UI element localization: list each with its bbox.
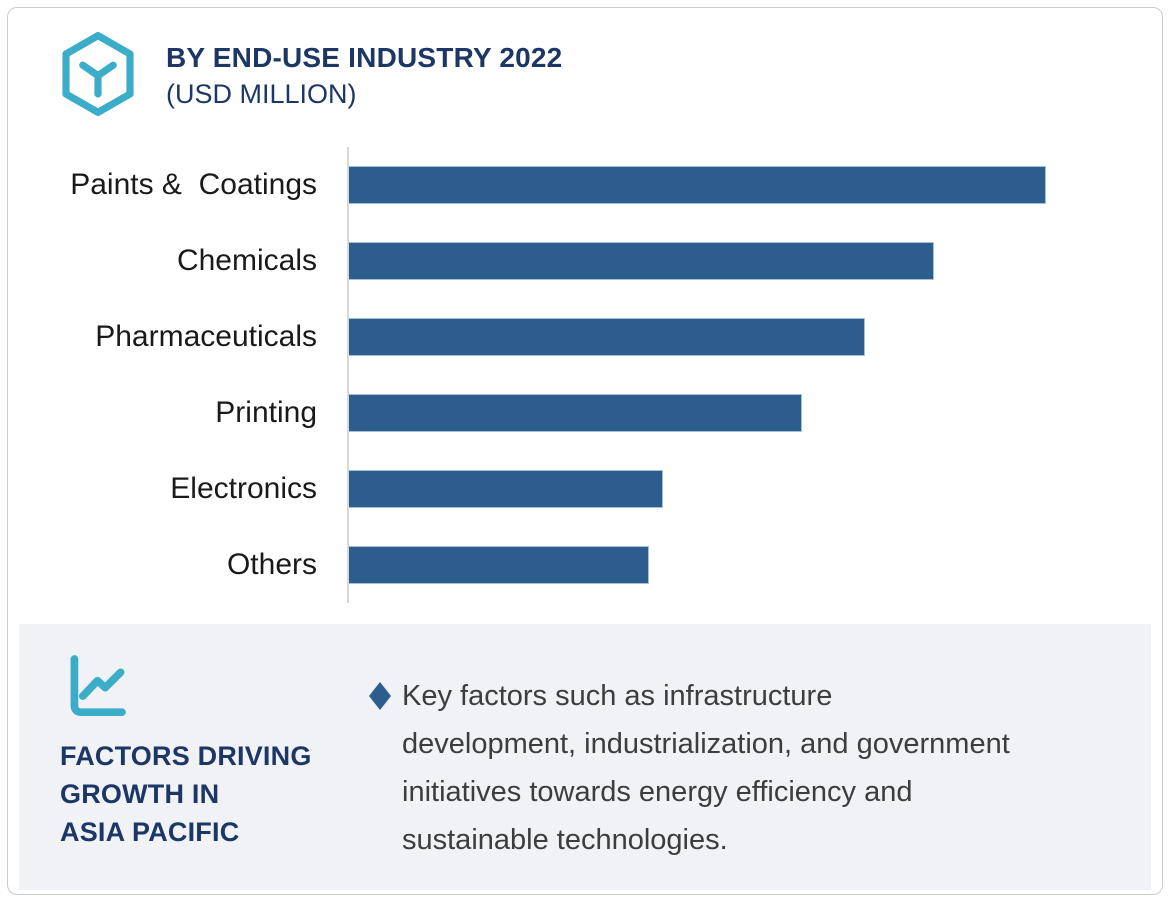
chart-subtitle: (USD MILLION) [166, 79, 357, 109]
chart-row: Others [8, 527, 1162, 603]
bar-track [347, 299, 1162, 375]
bar [349, 394, 802, 432]
report-card: BY END-USE INDUSTRY 2022 (USD MILLION) P… [7, 7, 1163, 895]
key-factor-text: Key factors such as infrastructure devel… [402, 672, 1010, 864]
bar-track [347, 147, 1162, 223]
category-label: Pharmaceuticals [95, 320, 317, 353]
bar-track [347, 375, 1162, 451]
bar-chart: Paints & Coatings Chemicals Pharmaceutical… [8, 147, 1162, 603]
bar [349, 242, 934, 280]
bar [349, 470, 663, 508]
category-label: Paints & Coatings [70, 168, 317, 201]
bar [349, 166, 1046, 204]
category-label: Others [226, 548, 317, 581]
chart-row: Paints & Coatings [8, 147, 1162, 223]
category-label: Chemicals [176, 244, 317, 277]
diamond-bullet-icon [369, 682, 391, 710]
key-factor-text-line: initiatives towards energy efficiency an… [402, 776, 913, 808]
factors-panel: FACTORS DRIVING GROWTH IN ASIA PACIFIC K… [19, 624, 1151, 890]
bar-track [347, 223, 1162, 299]
bar [349, 318, 865, 356]
bar [349, 546, 649, 584]
chart-title: BY END-USE INDUSTRY 2022 [166, 42, 563, 73]
panel-heading-line: ASIA PACIFIC [60, 817, 240, 847]
title-block: BY END-USE INDUSTRY 2022 (USD MILLION) [166, 32, 562, 111]
bar-track [347, 451, 1162, 527]
panel-heading: FACTORS DRIVING GROWTH IN ASIA PACIFIC [60, 737, 312, 851]
line-chart-icon [59, 650, 129, 724]
key-factor-text-line: sustainable technologies. [402, 824, 728, 856]
panel-heading-line: FACTORS DRIVING [60, 741, 312, 771]
key-factor-bullet: Key factors such as infrastructure devel… [369, 672, 1159, 864]
bar-track [347, 527, 1162, 603]
key-factor-text-line: Key factors such as infrastructure [402, 680, 833, 712]
panel-heading-line: GROWTH IN [60, 779, 220, 809]
chart-row: Chemicals [8, 223, 1162, 299]
chart-row: Electronics [8, 451, 1162, 527]
chart-header: BY END-USE INDUSTRY 2022 (USD MILLION) [58, 32, 562, 116]
hexagon-y-logo-icon [58, 32, 138, 116]
category-label: Printing [215, 396, 317, 429]
chart-row: Pharmaceuticals [8, 299, 1162, 375]
chart-row: Printing [8, 375, 1162, 451]
key-factor-text-line: development, industrialization, and gove… [402, 728, 1010, 760]
category-label: Electronics [170, 472, 317, 505]
